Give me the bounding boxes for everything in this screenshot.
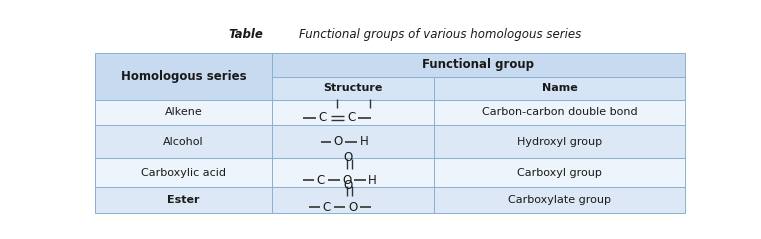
Text: Carboxyl group: Carboxyl group: [517, 168, 602, 178]
Text: O: O: [348, 201, 357, 214]
Bar: [272, 125, 435, 158]
Text: H: H: [360, 135, 369, 148]
Text: C: C: [323, 201, 331, 214]
Bar: [272, 158, 435, 187]
Bar: [435, 99, 685, 125]
Text: Structure: Structure: [323, 83, 383, 93]
Bar: [272, 187, 435, 213]
Text: C: C: [317, 174, 325, 187]
Text: O: O: [334, 135, 343, 148]
Bar: [435, 187, 685, 213]
Text: O: O: [344, 152, 353, 164]
Text: Carboxylic acid: Carboxylic acid: [141, 168, 226, 178]
Bar: [272, 76, 435, 99]
Bar: [95, 53, 272, 99]
Bar: [95, 99, 272, 125]
Text: Ester: Ester: [167, 195, 200, 205]
Bar: [435, 125, 685, 158]
Bar: [272, 99, 435, 125]
Bar: [272, 53, 685, 76]
Bar: [435, 158, 685, 187]
Text: Carboxylate group: Carboxylate group: [508, 195, 611, 205]
Text: Name: Name: [542, 83, 578, 93]
Text: Alcohol: Alcohol: [164, 137, 204, 147]
Text: C: C: [347, 111, 355, 125]
Text: Homologous series: Homologous series: [121, 70, 247, 82]
Text: C: C: [318, 111, 326, 125]
Bar: [95, 187, 272, 213]
Text: O: O: [342, 174, 352, 187]
Text: Table: Table: [228, 28, 263, 41]
Bar: [435, 76, 685, 99]
Bar: [95, 125, 272, 158]
Bar: [95, 158, 272, 187]
Text: Carbon-carbon double bond: Carbon-carbon double bond: [482, 107, 638, 117]
Text: Alkene: Alkene: [164, 107, 202, 117]
Text: H: H: [368, 174, 377, 187]
Text: Functional group: Functional group: [422, 58, 534, 71]
Text: Functional groups of various homologous series: Functional groups of various homologous …: [284, 28, 581, 41]
Text: Hydroxyl group: Hydroxyl group: [517, 137, 602, 147]
Text: O: O: [344, 179, 353, 192]
